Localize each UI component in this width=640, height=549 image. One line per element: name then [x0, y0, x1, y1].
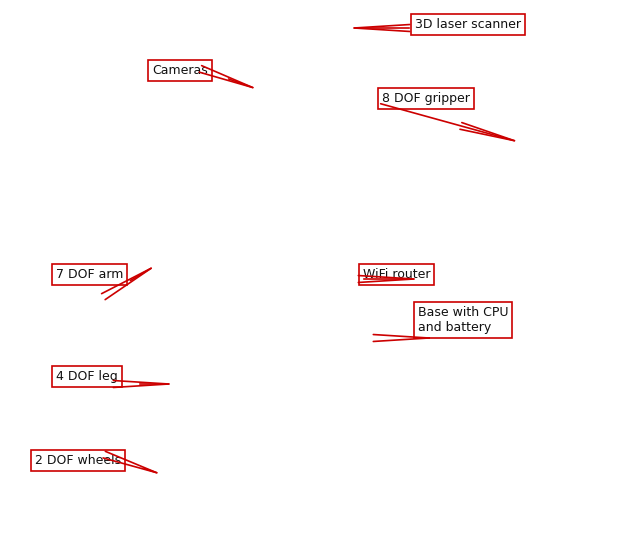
Text: Cameras: Cameras [152, 64, 208, 77]
Text: 2 DOF wheels: 2 DOF wheels [35, 454, 121, 467]
Text: 4 DOF leg: 4 DOF leg [56, 370, 118, 383]
Text: 3D laser scanner: 3D laser scanner [415, 18, 521, 31]
Text: WiFi router: WiFi router [363, 268, 431, 281]
Text: 8 DOF gripper: 8 DOF gripper [382, 92, 470, 105]
Text: 7 DOF arm: 7 DOF arm [56, 268, 124, 281]
Text: Base with CPU
and battery: Base with CPU and battery [418, 306, 509, 334]
